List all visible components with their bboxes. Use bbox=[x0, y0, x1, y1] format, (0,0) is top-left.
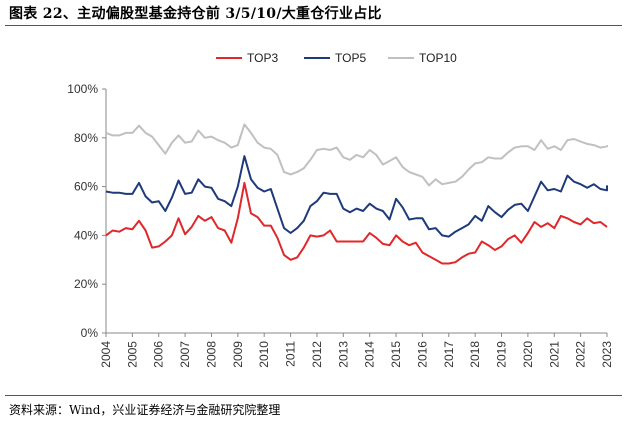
x-tick-label: 2016 bbox=[415, 341, 429, 368]
x-tick-label: 2011 bbox=[284, 341, 298, 367]
line-chart: TOP3 TOP5 TOP10 0% 20% 40% 60% 80% 100% 2004 2005… bbox=[67, 51, 614, 368]
source-divider bbox=[5, 395, 622, 396]
title-divider bbox=[5, 25, 622, 26]
x-tick-label: 2020 bbox=[521, 341, 535, 368]
x-tick-label: 2022 bbox=[574, 341, 588, 368]
y-tick-label: 40% bbox=[74, 228, 98, 242]
legend-label-top10: TOP10 bbox=[419, 51, 457, 65]
x-tick-label: 2009 bbox=[231, 341, 245, 368]
series-line-top3 bbox=[105, 181, 608, 265]
x-tick-label: 2023 bbox=[600, 341, 614, 368]
series-line-top5 bbox=[105, 155, 608, 238]
legend-label-top5: TOP5 bbox=[335, 51, 366, 65]
x-tick-label: 2013 bbox=[336, 341, 350, 368]
series-line-top10 bbox=[105, 123, 608, 187]
x-tick-label: 2007 bbox=[178, 341, 192, 368]
x-tick-label: 2019 bbox=[495, 341, 509, 368]
source-note: 资料来源：Wind，兴业证券经济与金融研究院整理 bbox=[9, 403, 281, 417]
x-tick-label: 2017 bbox=[442, 341, 456, 368]
x-tick-label: 2021 bbox=[547, 341, 561, 368]
x-tick-label: 2005 bbox=[125, 341, 139, 368]
x-tick-label: 2006 bbox=[152, 341, 166, 368]
y-tick-label: 80% bbox=[74, 131, 98, 145]
series-lines bbox=[105, 123, 608, 265]
x-tick-label: 2010 bbox=[257, 341, 271, 368]
legend-label-top3: TOP3 bbox=[247, 51, 278, 65]
x-tick-label: 2008 bbox=[204, 341, 218, 368]
axes: 0% 20% 40% 60% 80% 100% 2004 2005 2006 2007 2008 20… bbox=[67, 82, 614, 368]
legend: TOP3 TOP5 TOP10 bbox=[216, 51, 457, 65]
chart-title: 图表 22、主动偏股型基金持仓前 3/5/10/大重仓行业占比 bbox=[9, 6, 382, 22]
y-tick-label: 0% bbox=[81, 326, 99, 340]
y-tick-label: 100% bbox=[67, 82, 98, 96]
y-tick-label: 60% bbox=[74, 180, 98, 194]
x-tick-label: 2012 bbox=[310, 341, 324, 368]
x-tick-label: 2015 bbox=[389, 341, 403, 368]
y-tick-label: 20% bbox=[74, 277, 98, 291]
x-tick-label: 2004 bbox=[99, 341, 113, 368]
x-tick-label: 2014 bbox=[363, 341, 377, 368]
x-tick-label: 2018 bbox=[468, 341, 482, 368]
header-bar: 图表 22、主动偏股型基金持仓前 3/5/10/大重仓行业占比 bbox=[5, 0, 622, 24]
